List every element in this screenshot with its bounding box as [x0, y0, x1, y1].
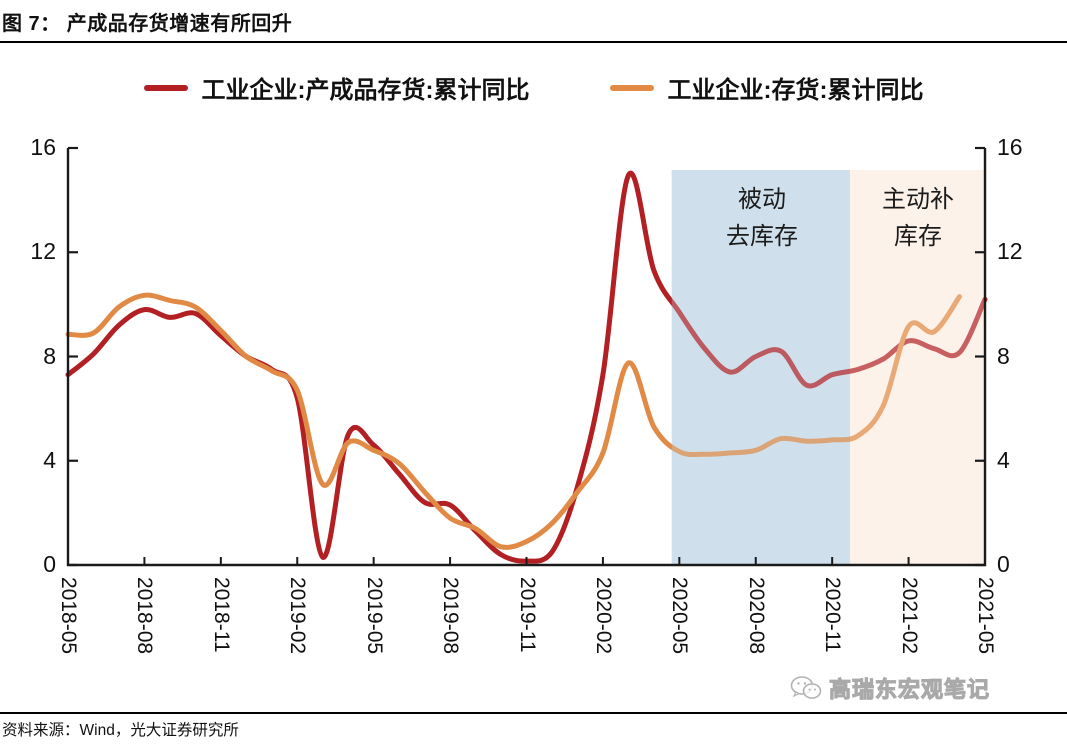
x-axis-label-2020-02: 2020-02: [591, 577, 615, 655]
watermark-text: 高瑞东宏观笔记: [828, 677, 991, 703]
region-label-active-restocking: 主动补 库存: [838, 181, 998, 255]
legend-label-inventory: 工业企业:存货:累计同比: [667, 77, 924, 104]
x-axis-label-2021-02: 2021-02: [897, 577, 921, 655]
y-axis-label-left-16: 16: [30, 134, 56, 160]
watermark: 高瑞东宏观笔记: [790, 672, 990, 704]
series-line-1: [65, 292, 962, 550]
footer-divider: [0, 712, 1067, 714]
x-axis-label-2020-05: 2020-05: [668, 577, 692, 655]
wechat-icon: [790, 675, 822, 699]
region-label-line: 被动: [738, 186, 786, 213]
figure-title: 图 7： 产成品存货增速有所回升: [2, 13, 293, 35]
chart-legend: 工业企业:产成品存货:累计同比 工业企业:存货:累计同比: [0, 70, 1067, 105]
legend-item-inventory: 工业企业:存货:累计同比: [609, 70, 924, 105]
y-axis-label-right-4: 4: [997, 446, 1010, 473]
red-line-marker: [143, 84, 188, 91]
y-axis-label-right-16: 16: [997, 134, 1023, 160]
x-axis-label-2020-11: 2020-11: [821, 577, 845, 653]
x-axis-label-2020-08: 2020-08: [744, 577, 768, 655]
region-label-line: 去库存: [726, 223, 798, 250]
x-axis-label-2019-02: 2019-02: [286, 577, 310, 655]
y-axis-label-left-12: 12: [30, 238, 56, 265]
y-axis-label-right-8: 8: [997, 342, 1010, 369]
legend-label-finished-goods-inventory: 工业企业:产成品存货:累计同比: [201, 77, 530, 104]
x-axis-label-2019-05: 2019-05: [362, 577, 386, 655]
x-axis-label-2018-05: 2018-05: [57, 577, 80, 655]
y-axis-label-right-0: 0: [997, 551, 1010, 577]
region-label-line: 主动补: [882, 186, 954, 213]
region-label-line: 库存: [894, 223, 942, 250]
y-axis-label-left-8: 8: [43, 342, 56, 369]
x-axis-label-2018-11: 2018-11: [209, 577, 233, 653]
y-axis-label-left-4: 4: [43, 446, 56, 473]
title-underline: [0, 41, 1067, 43]
region-label-passive-destocking: 被动 去库存: [682, 181, 842, 255]
x-axis-label-2019-11: 2019-11: [515, 577, 539, 653]
x-axis-label-2019-08: 2019-08: [439, 577, 463, 655]
x-axis-label-2018-08: 2018-08: [133, 577, 157, 655]
legend-item-finished-goods-inventory: 工业企业:产成品存货:累计同比: [143, 70, 530, 105]
x-axis-label-2021-05: 2021-05: [974, 577, 997, 655]
data-source-text: 资料来源：Wind，光大证券研究所: [2, 722, 239, 739]
y-axis-label-right-12: 12: [997, 238, 1023, 265]
orange-line-marker: [609, 84, 654, 91]
y-axis-label-left-0: 0: [43, 551, 56, 577]
